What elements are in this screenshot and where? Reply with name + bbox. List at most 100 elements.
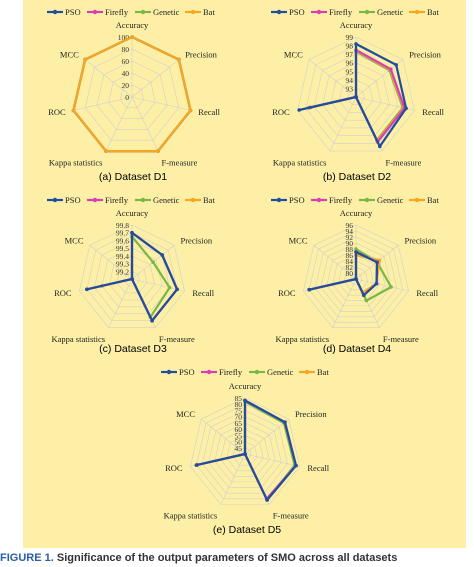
axis-label: Accuracy [116,208,149,218]
legend-label: PSO [289,7,305,17]
series-point-pso [354,42,358,46]
tick-label: 94 [346,227,354,236]
legend-marker [166,369,172,375]
grid-ring [332,254,380,301]
chart-panel-d4: PSO Firefly Genetic Bat 96 94 92 90 88 86 84 82 80 Ac… [253,193,461,361]
legend-label: Genetic [153,195,180,205]
legend-label: PSO [179,367,195,377]
legend-label: Bat [427,7,439,17]
series-point-pso [130,230,134,235]
tick-label: 100 [118,33,130,42]
radar-chart-d3: PSO Firefly Genetic Bat 99.899.799.699.599.4… [47,195,215,344]
grid-ring [202,410,288,494]
series-point-bat [188,108,193,113]
grid-spoke [220,453,246,505]
series-point-pso [243,398,247,403]
series-point-genetic [389,285,393,289]
axis-label: Precision [409,50,441,60]
figure-caption-label: FIGURE 1. [0,552,54,564]
legend-marker [52,197,58,203]
chart-panel-d1: PSO Firefly Genetic Bat 100 80 60 40 20 0 Accuracy… [29,3,237,191]
tick-label: 97 [346,50,354,59]
series-point-firefly [389,67,393,71]
axis-label: Recall [307,463,329,473]
axis-label: Recall [192,288,214,298]
chart-panel-d5: PSO Firefly Genetic Bat 85 80 75 70 65 60 55 50 45 Ac… [153,364,341,544]
series-point-pso [354,250,358,254]
series-line-genetic [100,235,171,319]
series-point-pso [378,144,382,149]
tick-label: 95 [346,67,354,76]
axis-label: ROC [278,288,296,298]
legend-item-genetic: Genetic [135,195,180,205]
tick-label: 99.3 [116,260,129,269]
axis-label: Accuracy [340,208,373,218]
legend-marker [190,9,196,15]
grid-ring [322,62,390,129]
axis-label: Kappa statistics [49,157,103,167]
grid-spoke [201,418,246,455]
grid-spoke [355,278,409,292]
grid-spoke [73,96,133,111]
series-point-genetic [167,285,172,290]
series-point-bat [130,35,134,39]
series-line-bat [72,35,192,153]
legend-item-firefly: Firefly [87,7,129,17]
tick-label: 92 [346,233,354,242]
chart-caption-d5: (e) Dataset D5 [212,524,282,536]
grid-ring [86,232,178,321]
grid-ring [308,230,404,323]
series-line-pso [85,231,179,322]
grid-ring [338,260,374,296]
tick-label: 75 [235,406,243,415]
grid-ring [220,428,270,477]
legend-item-pso: PSO [271,7,305,17]
legend-item-genetic: Genetic [359,195,404,205]
tick-label: 45 [235,444,243,453]
tick-label: 85 [235,394,243,403]
legend-item-firefly: Firefly [201,367,243,377]
series-line-pso [298,42,408,148]
chart-caption-d1: (a) Dataset D1 [98,171,168,183]
grid-ring [232,441,258,466]
legend-marker [206,369,212,375]
legend-marker [254,369,260,375]
series-point-bat [83,57,87,62]
grid-spoke [84,59,133,98]
series-point-bat [177,57,181,62]
legend-item-firefly: Firefly [87,195,129,205]
axis-label: Accuracy [340,20,373,30]
axis-label: Kappa statistics [273,157,327,167]
grid-spoke [244,418,289,455]
grid-ring [101,247,163,308]
legend-label: Genetic [377,7,404,17]
legend-marker [316,9,322,15]
series-point-pso [130,277,134,281]
legend-item-bat: Bat [409,7,439,17]
series-point-pso [175,287,179,292]
legend-label: Bat [203,195,215,205]
series-point-genetic [354,247,358,251]
legend-item-bat: Bat [185,7,215,17]
tick-label: 20 [122,81,130,90]
grid-ring [116,263,148,294]
legend-marker [304,369,310,375]
grid-ring [79,224,185,328]
legend-item-firefly: Firefly [311,195,353,205]
legend-item-bat: Bat [185,195,215,205]
axis-label: ROC [54,288,72,298]
series-line-pso [195,399,298,502]
series-point-bat [377,258,382,263]
axis-label: MCC [176,409,195,419]
axis-label: F-measure [383,334,419,344]
chart-panel-d3: PSO Firefly Genetic Bat 99.8 99.7 99.6 99.5 99.4… [29,193,237,361]
series-point-bat [156,149,160,153]
axis-label: F-measure [386,157,422,167]
axis-label: MCC [65,235,84,245]
tick-label: 90 [346,239,354,248]
legend-marker [276,9,282,15]
tick-label: 40 [122,69,130,78]
legend-label: Firefly [219,367,243,377]
figure-caption-text: Significance of the output parameters of… [56,552,398,564]
tick-label: 99.4 [116,252,129,261]
